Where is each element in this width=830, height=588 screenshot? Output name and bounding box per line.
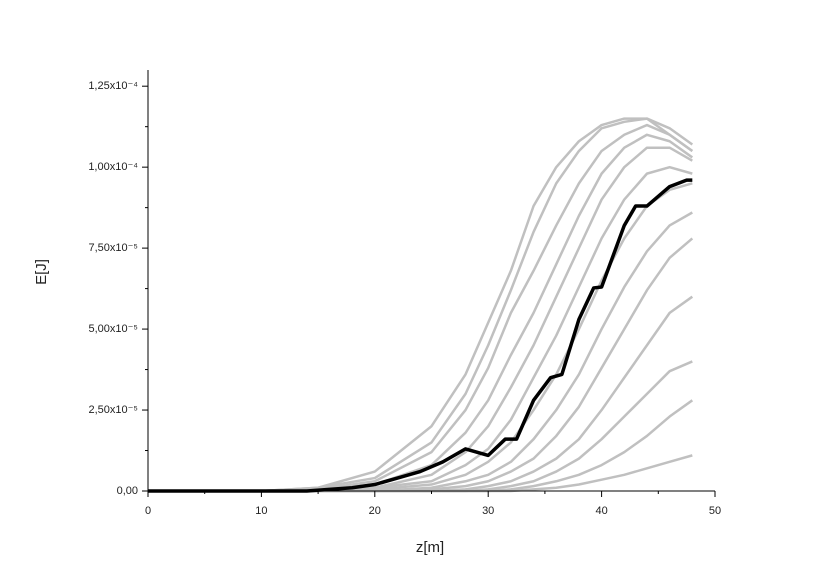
y-tick-label: 0,00 <box>117 485 138 497</box>
y-tick-label: 1,25x10⁻⁴ <box>88 80 138 92</box>
data-line <box>148 123 694 493</box>
plot-area: 0 10 20 30 40 50 0,00 2,50x10⁻⁵ 5,00x10⁻⁵ 7,50x10… <box>88 70 721 517</box>
y-tick-label: 7,50x10⁻⁵ <box>88 242 138 254</box>
data-line <box>148 295 694 493</box>
data-line <box>148 146 693 493</box>
y-tick-label: 2,50x10⁻⁵ <box>88 404 138 416</box>
y-tick-label: 1,00x10⁻⁴ <box>88 161 138 173</box>
x-tick-label: 40 <box>595 505 607 517</box>
y-axis-title: E[J] <box>33 259 50 285</box>
x-axis-title: z[m] <box>416 539 444 556</box>
x-tick-label: 50 <box>709 505 721 517</box>
data-line <box>148 178 693 493</box>
data-line <box>148 237 694 493</box>
x-tick-label: 10 <box>255 505 267 517</box>
x-tick-label: 30 <box>482 505 494 517</box>
y-tick-label: 5,00x10⁻⁵ <box>88 323 138 335</box>
data-line <box>148 117 694 493</box>
x-tick-label: 20 <box>369 505 381 517</box>
x-tick-label: 0 <box>145 505 151 517</box>
data-line <box>148 182 693 493</box>
data-line <box>148 117 694 493</box>
data-line <box>148 165 693 493</box>
